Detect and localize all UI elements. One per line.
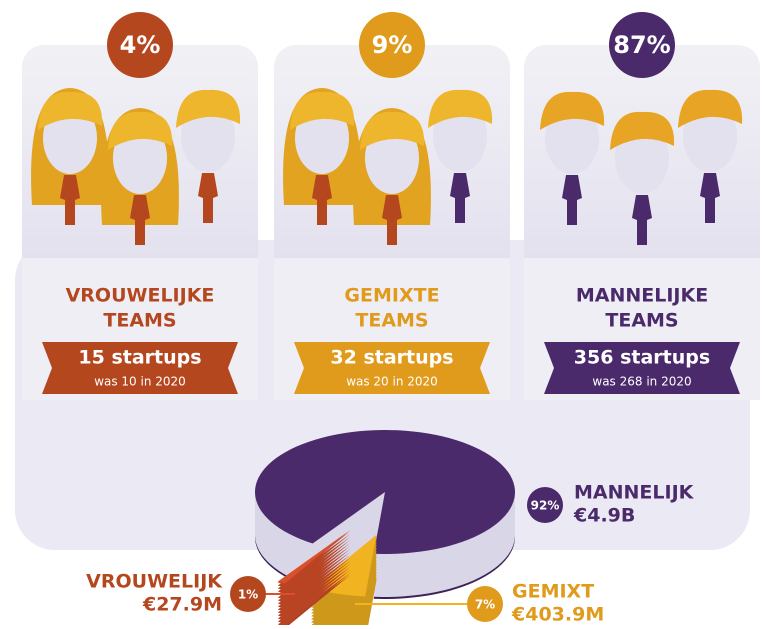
- team-title: TEAMS: [103, 310, 176, 332]
- value-label: 1%: [238, 588, 258, 602]
- startup-previous: was 10 in 2020: [94, 375, 186, 389]
- startup-count: 15 startups: [78, 347, 201, 369]
- category-label: MANNELIJK: [574, 482, 695, 504]
- team-title: GEMIXTE: [344, 285, 439, 307]
- value-label: 7%: [475, 598, 495, 612]
- amount-label: €403.9M: [511, 604, 604, 626]
- team-title: TEAMS: [605, 310, 678, 332]
- percent-label: 9%: [372, 31, 413, 59]
- category-label: VROUWELIJK: [86, 571, 223, 593]
- percent-label: 4%: [120, 31, 161, 59]
- team-title: VROUWELIJKE: [66, 285, 215, 307]
- startup-previous: was 268 in 2020: [592, 375, 691, 389]
- percent-label: 87%: [613, 31, 670, 59]
- infographic: 4% VROUWELIJKE TEAMS 15 startups was 10 in 2…: [0, 0, 765, 625]
- team-title: TEAMS: [355, 310, 428, 332]
- pie-slice: [255, 430, 515, 554]
- startup-count: 356 startups: [574, 347, 710, 369]
- value-label: 92%: [531, 499, 560, 513]
- team-title: MANNELIJKE: [576, 285, 708, 307]
- startup-previous: was 20 in 2020: [346, 375, 438, 389]
- amount-label: €27.9M: [142, 594, 222, 616]
- category-label: GEMIXT: [512, 581, 594, 603]
- amount-label: €4.9B: [573, 505, 635, 527]
- startup-count: 32 startups: [330, 347, 453, 369]
